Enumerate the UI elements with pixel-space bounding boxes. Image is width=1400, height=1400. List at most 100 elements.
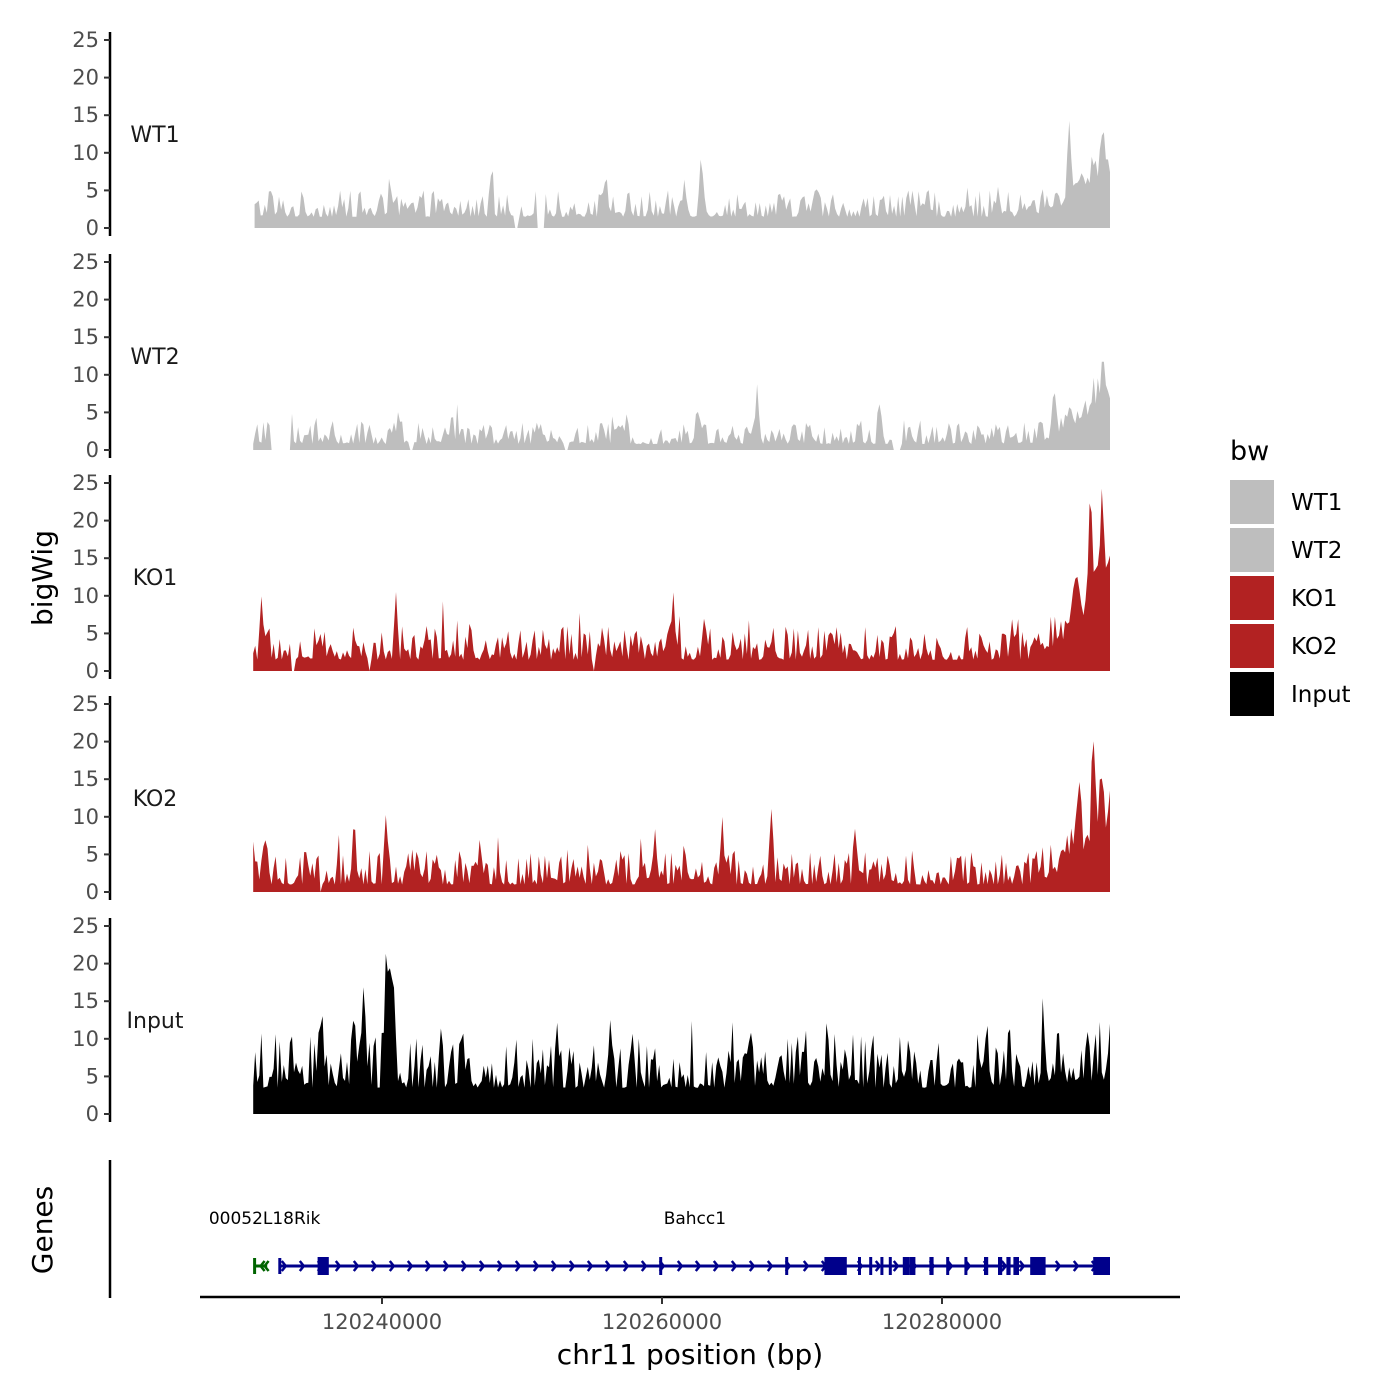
gene-label: Bahcc1 (664, 1209, 726, 1229)
strand-arrow (1054, 1260, 1062, 1272)
strand-arrow (334, 1260, 342, 1272)
legend: bw WT1 WT2 KO1 KO2 Input (1230, 436, 1351, 716)
legend-swatch (1230, 576, 1274, 620)
y-tick-label: 5 (86, 621, 99, 645)
gene-00052l18rik: 00052L18Rik (209, 1209, 321, 1274)
legend-label: Input (1291, 682, 1351, 708)
strand-arrow (424, 1260, 432, 1272)
legend-swatch (1230, 480, 1274, 524)
strand-arrow (676, 1260, 684, 1272)
legend-item-wt1: WT1 (1230, 480, 1342, 524)
legend-item-ko1: KO1 (1230, 576, 1338, 620)
strand-arrow (496, 1260, 504, 1272)
track-input: 0 5 10 15 20 25 Input (72, 914, 1110, 1126)
y-tick-label: 0 (86, 438, 99, 462)
exon (1030, 1257, 1046, 1275)
exon (929, 1257, 934, 1275)
strand-arrow (442, 1260, 450, 1272)
exon (880, 1257, 884, 1275)
exon (964, 1257, 968, 1275)
coverage-area-ko1 (253, 488, 1110, 671)
exon (998, 1257, 1003, 1275)
y-tick-label: 10 (72, 1027, 99, 1051)
x-tick-label: 120280000 (882, 1310, 1002, 1334)
track-label: KO1 (133, 566, 178, 591)
track-ko2: 0 5 10 15 20 25 KO2 (72, 692, 1110, 904)
legend-item-wt2: WT2 (1230, 528, 1342, 572)
y-tick-label: 5 (86, 178, 99, 202)
strand-arrow (766, 1260, 774, 1272)
strand-arrow (1018, 1260, 1026, 1272)
strand-arrow (262, 1260, 270, 1272)
coverage-area-ko2 (253, 741, 1110, 892)
strand-arrow (748, 1260, 756, 1272)
y-tick-label: 25 (72, 28, 99, 52)
exon (1093, 1257, 1110, 1275)
gene-bahcc1: Bahcc1 (278, 1209, 1110, 1275)
legend-swatch (1230, 672, 1274, 716)
legend-item-input: Input (1230, 672, 1351, 716)
track-wt1: 0 5 10 15 20 25 WT1 (72, 28, 1111, 240)
legend-swatch (1230, 624, 1274, 668)
strand-arrow (370, 1260, 378, 1272)
legend-swatch (1230, 528, 1274, 572)
strand-arrow (892, 1260, 900, 1272)
y-tick-label: 10 (72, 141, 99, 165)
exon (888, 1257, 892, 1275)
tracks-layer: 0510152025WT10510152025WT20510152025KO10… (72, 28, 1111, 1126)
strand-arrow (622, 1260, 630, 1272)
x-axis-title: chr11 position (bp) (557, 1338, 823, 1371)
y-tick-label: 0 (86, 216, 99, 240)
y-tick-label: 10 (72, 805, 99, 829)
y-tick-label: 20 (72, 730, 99, 754)
strand-arrow (514, 1260, 522, 1272)
y-tick-label: 15 (72, 325, 99, 349)
exon (824, 1257, 847, 1275)
exon (946, 1257, 950, 1275)
y-tick-label: 20 (72, 66, 99, 90)
y-tick-label: 15 (72, 546, 99, 570)
exon (1006, 1257, 1011, 1275)
strand-arrow (874, 1260, 882, 1272)
y-tick-label: 0 (86, 659, 99, 683)
y-tick-label: 25 (72, 471, 99, 495)
genes-axis-title: Genes (26, 1186, 59, 1274)
gene-label: 00052L18Rik (209, 1209, 321, 1229)
x-tick-label: 120260000 (602, 1310, 722, 1334)
strand-arrow (532, 1260, 540, 1272)
track-ko1: 0 5 10 15 20 25 KO1 (72, 471, 1110, 683)
legend-label: WT1 (1291, 490, 1342, 516)
strand-arrow (604, 1260, 612, 1272)
strand-arrow (388, 1260, 396, 1272)
strand-arrow (712, 1260, 720, 1272)
exon (909, 1257, 916, 1275)
track-label: WT1 (130, 123, 179, 148)
exon (1013, 1257, 1019, 1275)
y-tick-label: 25 (72, 250, 99, 274)
exon (902, 1257, 910, 1275)
legend-item-ko2: KO2 (1230, 624, 1338, 668)
coverage-area-wt2 (253, 361, 1110, 450)
exon (984, 1257, 989, 1275)
strand-arrow (280, 1260, 288, 1272)
track-label: KO2 (133, 787, 178, 812)
y-tick-label: 5 (86, 842, 99, 866)
y-tick-label: 20 (72, 952, 99, 976)
y-tick-label: 5 (86, 400, 99, 424)
strand-arrow (640, 1260, 648, 1272)
y-tick-label: 25 (72, 692, 99, 716)
strand-arrow (298, 1260, 306, 1272)
track-label: WT2 (130, 345, 179, 370)
legend-label: KO2 (1291, 634, 1338, 660)
legend-title: bw (1230, 436, 1269, 467)
strand-arrow (460, 1260, 468, 1272)
strand-arrow (352, 1260, 360, 1272)
strand-arrow (550, 1260, 558, 1272)
strand-arrow (802, 1260, 810, 1272)
y-tick-label: 20 (72, 288, 99, 312)
exon (858, 1257, 861, 1275)
x-tick-label: 120240000 (322, 1310, 442, 1334)
y-tick-label: 0 (86, 880, 99, 904)
y-tick-label: 5 (86, 1064, 99, 1088)
